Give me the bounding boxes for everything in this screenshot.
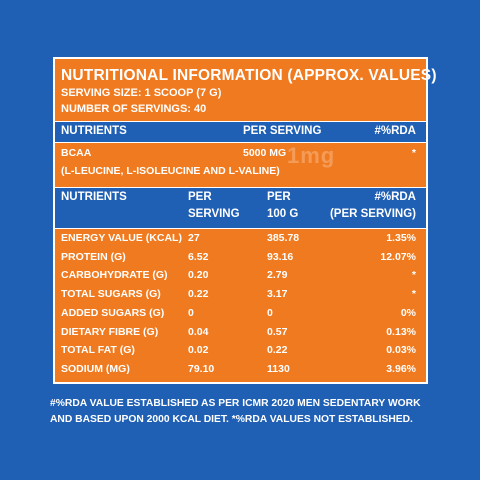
nutrient-rda: * (411, 288, 416, 301)
nutrient-name: DIETARY FIBRE (G) (61, 325, 159, 338)
header2-rda-line1: #%RDA (374, 191, 416, 203)
bcaa-name: BCAA (61, 147, 92, 159)
nutrient-per-100g: 2.79 (267, 269, 288, 282)
number-of-servings: NUMBER OF SERVINGS: 40 (61, 103, 207, 115)
nutrient-rda: 1.35% (386, 232, 416, 244)
nutrient-per-serving: 79.10 (188, 362, 215, 375)
bcaa-composition: (L-LEUCINE, L-ISOLEUCINE AND L-VALINE) (61, 165, 280, 177)
header-rda: #%RDA (374, 125, 416, 137)
header-band-bcaa: NUTRIENTS PER SERVING #%RDA (55, 121, 426, 143)
bcaa-per-serving: 5000 MG (243, 147, 287, 159)
nutrient-per-serving: 0.20 (188, 269, 209, 282)
nutrient-name: CARBOHYDRATE (G) (61, 269, 168, 282)
header2-per-100g-line2: 100 G (267, 208, 299, 220)
nutrient-per-100g: 93.16 (267, 250, 294, 263)
nutrient-per-100g: 0.22 (267, 344, 288, 357)
nutrient-per-serving: 0.02 (188, 344, 209, 357)
header2-rda-line2: (PER SERVING) (329, 208, 416, 220)
nutrient-per-serving: 0.22 (188, 288, 209, 301)
nutrient-name: TOTAL SUGARS (G) (61, 288, 161, 301)
panel-title: NUTRITIONAL INFORMATION (APPROX. VALUES) (61, 67, 437, 84)
nutrient-name: TOTAL FAT (G) (61, 344, 135, 357)
header2-nutrients: NUTRIENTS (61, 191, 127, 203)
header2-per-serving-line1: PER (188, 191, 212, 203)
nutrient-rda: 0.03% (386, 344, 416, 357)
nutrient-rda: 12.07% (380, 250, 416, 263)
nutrient-rda: 3.96% (386, 362, 416, 375)
nutrient-per-100g: 0.57 (267, 325, 288, 338)
nutrient-rda: 0.13% (386, 325, 416, 338)
header-per-serving: PER SERVING (243, 125, 322, 137)
nutrient-per-serving: 0 (188, 306, 194, 319)
nutrient-per-100g: 3.17 (267, 288, 288, 301)
serving-size: SERVING SIZE: 1 SCOOP (7 G) (61, 87, 222, 99)
nutrient-name: SODIUM (MG) (61, 362, 130, 375)
nutrient-name: ADDED SUGARS (G) (61, 306, 165, 319)
bcaa-rda: * (411, 147, 416, 159)
header-nutrients: NUTRIENTS (61, 125, 127, 137)
nutrient-rda: * (411, 269, 416, 282)
header2-per-serving-line2: SERVING (188, 208, 240, 220)
nutrient-per-100g: 385.78 (267, 232, 300, 244)
nutrient-per-serving: 0.04 (188, 325, 209, 338)
watermark-logo: 1mg (287, 143, 336, 168)
nutrition-panel: NUTRITIONAL INFORMATION (APPROX. VALUES)… (53, 57, 436, 384)
footnote: #%RDA VALUE ESTABLISHED AS PER ICMR 2020… (50, 398, 421, 425)
nutrient-name: PROTEIN (G) (61, 250, 126, 263)
nutrient-per-serving: 27 (188, 232, 200, 244)
nutrient-per-serving: 6.52 (188, 250, 209, 263)
header-band-nutrients: NUTRIENTS PER SERVING PER 100 G #%RDA (P… (55, 187, 426, 229)
header2-per-100g-line1: PER (267, 191, 291, 203)
nutrient-rda: 0% (400, 306, 416, 319)
nutrient-per-100g: 1130 (267, 362, 290, 375)
nutrient-per-100g: 0 (267, 306, 273, 319)
nutrient-name: ENERGY VALUE (KCAL) (61, 232, 182, 244)
